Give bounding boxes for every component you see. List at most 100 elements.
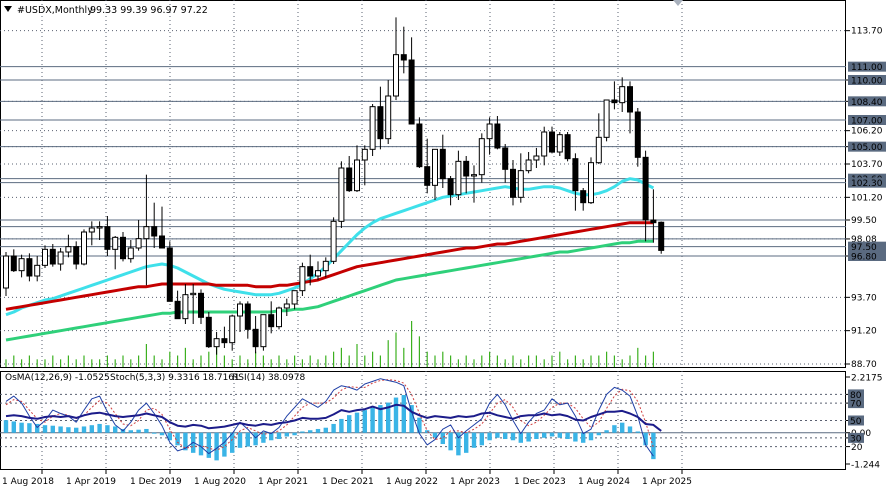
price-pane[interactable]: 113.70 110.00 108.40 106.20 105.00 103.70 101.… [0,0,886,370]
candle-bull[interactable] [338,167,345,222]
candle-bear[interactable] [572,158,579,192]
candle-bear[interactable] [400,54,407,61]
candle-bull[interactable] [88,227,95,233]
price-level-badge [848,177,886,188]
candle-bear[interactable] [73,246,80,265]
candle-bull[interactable] [330,220,337,262]
candle-bear[interactable] [120,236,126,260]
candle-bear[interactable] [252,328,259,348]
candle-bull[interactable] [229,315,236,344]
candle-bull[interactable] [57,251,64,265]
candle-bear[interactable] [49,248,56,265]
candle-bear[interactable] [198,292,204,318]
candle-bull[interactable] [471,174,477,177]
candle-bull[interactable] [588,162,594,204]
candle-bull[interactable] [213,338,220,348]
candle-bull[interactable] [619,86,626,104]
candle-bear[interactable] [174,300,181,320]
candle-bull[interactable] [143,226,150,240]
candle-bear[interactable] [346,167,353,192]
candle-bull[interactable] [315,270,321,277]
candle-bear[interactable] [611,99,618,104]
y-tick-label: 88.70 [851,360,877,370]
candle-bull[interactable] [182,294,189,320]
candle-bull[interactable] [135,238,142,249]
candle-bear[interactable] [221,338,228,344]
candle-bear[interactable] [650,219,657,224]
x-tick-label: 1 Aug 2020 [194,477,246,487]
candle-bull[interactable] [276,307,282,328]
candle-bull[interactable] [354,159,360,192]
candle-bear[interactable] [307,266,314,277]
candle-bear[interactable] [205,316,212,348]
candle-bull[interactable] [112,236,119,250]
candle-bull[interactable] [96,226,103,229]
candle-bear[interactable] [244,303,251,330]
candle-bear[interactable] [104,226,111,250]
candle-bear[interactable] [580,190,587,204]
candle-bear[interactable] [159,235,165,249]
candle-bull[interactable] [533,155,540,161]
candle-bear[interactable] [658,221,665,251]
x-tick-label: 1 Aug 2024 [578,477,630,487]
y-tick-label: 103.70 [851,160,883,170]
candle-bull[interactable] [283,303,290,309]
candle-bull[interactable] [478,138,485,176]
candle-bear[interactable] [408,59,415,125]
candle-bull[interactable] [556,134,563,153]
candle-bear[interactable] [447,178,454,196]
candle-bull[interactable] [393,54,399,97]
candle-bear[interactable] [463,160,470,177]
candle-bull[interactable] [541,131,548,157]
candle-bear[interactable] [166,247,173,302]
candle-bull[interactable] [525,159,532,172]
candle-bear[interactable] [549,131,555,153]
candle-bull[interactable] [42,248,48,266]
candle-bull[interactable] [18,258,25,272]
candle-bull[interactable] [603,99,610,138]
candle-bull[interactable] [127,247,134,260]
candle-bull[interactable] [517,170,524,198]
rsi-line [5,403,662,432]
candle-bull[interactable] [432,148,438,186]
candle-bear[interactable] [26,258,33,277]
candle-bear[interactable] [627,86,633,113]
osma-bar [510,432,516,441]
candle-bear[interactable] [424,166,431,186]
candle-bull[interactable] [486,123,493,140]
candle-bull[interactable] [361,148,368,161]
candle-bear[interactable] [564,134,571,160]
candle-bull[interactable] [385,95,392,140]
candle-bear[interactable] [494,123,501,149]
candle-bull[interactable] [65,246,72,253]
osma-bar [479,432,484,446]
candle-bull[interactable] [299,266,306,292]
candle-bull[interactable] [322,260,329,272]
candle-bear[interactable] [634,111,641,158]
price-level-badge-label: 111.00 [851,63,883,73]
candle-bull[interactable] [595,136,602,164]
dropdown-triangle-icon[interactable] [4,6,12,12]
candle-bear[interactable] [439,148,446,180]
indicator-pane[interactable]: 1 Aug 2018 1 Apr 2019 1 Dec 2019 1 Aug 2020… [0,371,883,487]
candle-bull[interactable] [455,160,462,196]
candle-bear[interactable] [416,123,423,168]
candle-bear[interactable] [268,314,275,328]
candle-bull[interactable] [369,106,376,150]
candle-bear[interactable] [502,147,509,170]
candle-bull[interactable] [81,231,87,265]
candle-bear[interactable] [10,255,17,272]
candle-bull[interactable] [190,292,197,296]
scroll-marker-icon[interactable] [673,0,683,6]
candle-bear[interactable] [377,106,384,140]
candle-bear[interactable] [151,226,158,237]
candle-bull[interactable] [3,255,9,289]
candle-bear[interactable] [642,156,649,221]
candle-bull[interactable] [34,264,41,277]
osma-bar [643,432,648,446]
candle-bull[interactable] [237,303,243,317]
candle-bull[interactable] [291,290,298,305]
candle-bull[interactable] [260,314,267,348]
osma-bar [557,432,562,438]
candle-bear[interactable] [510,168,516,198]
